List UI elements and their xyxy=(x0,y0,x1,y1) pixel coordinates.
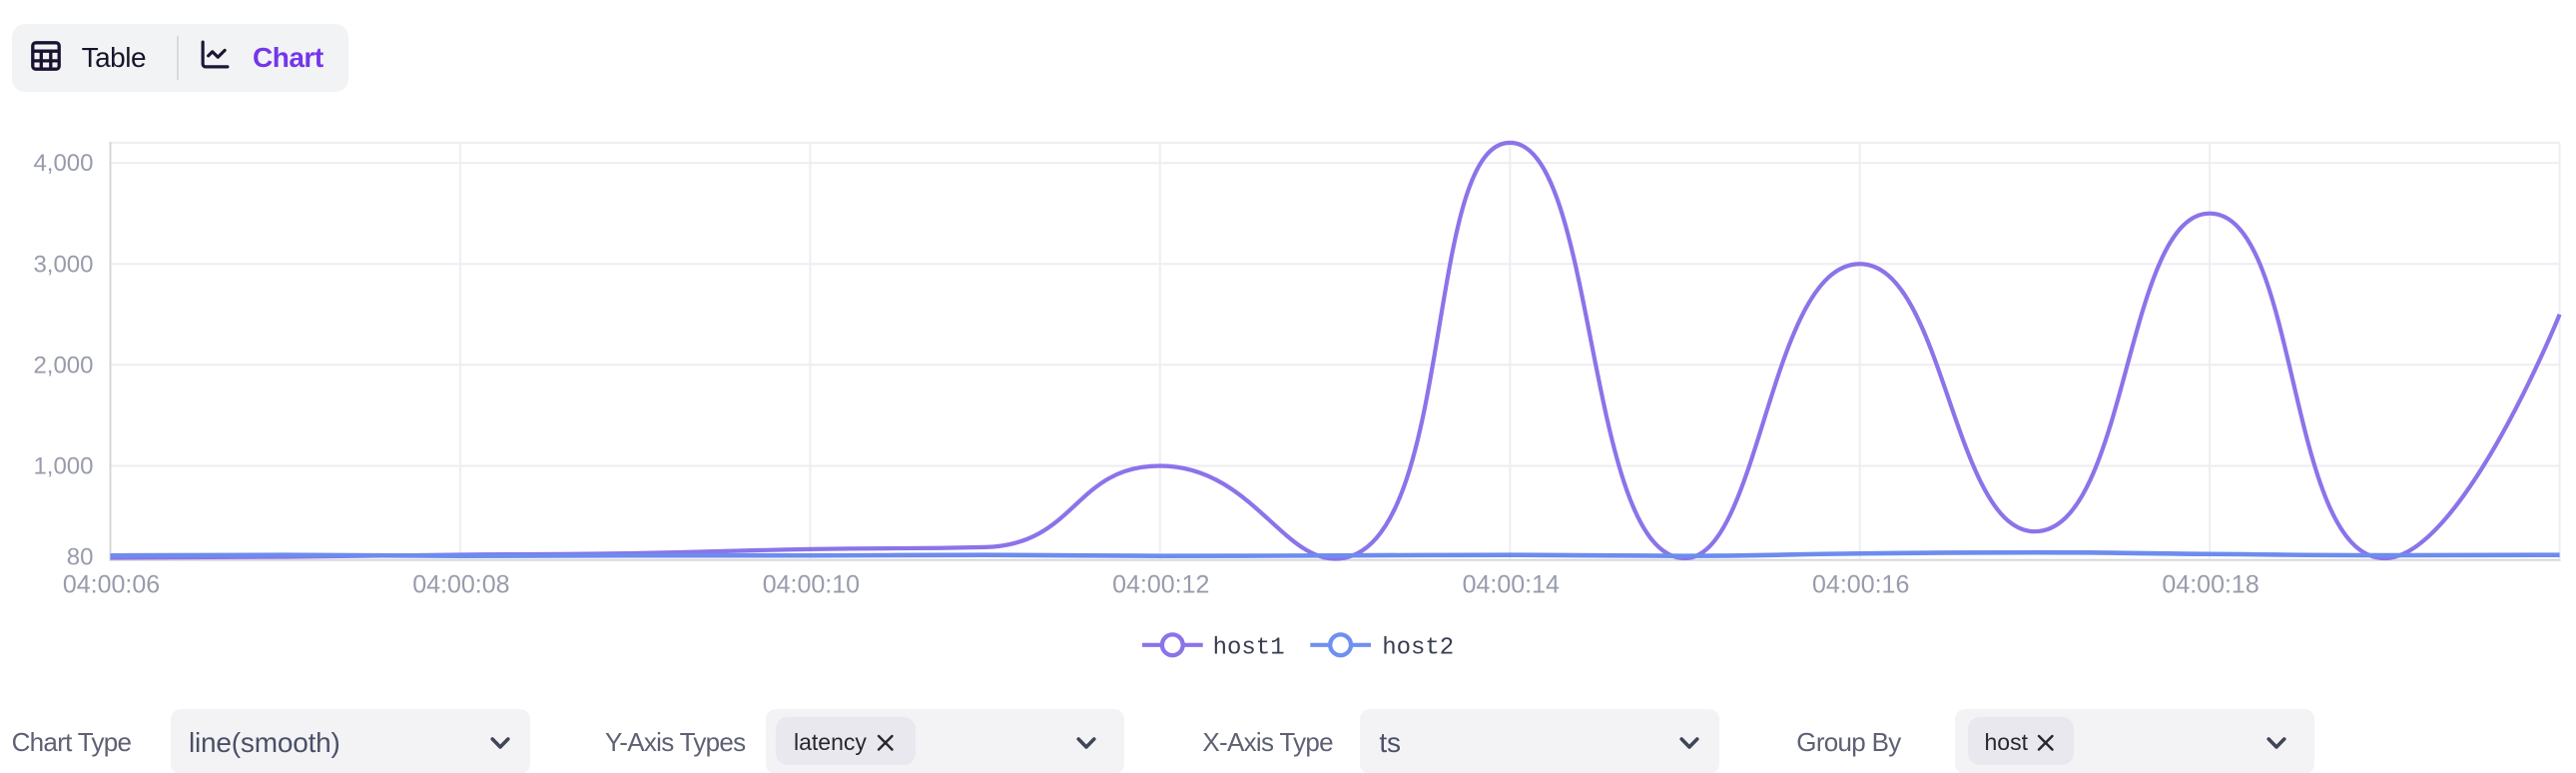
svg-text:04:00:08: 04:00:08 xyxy=(412,571,509,599)
svg-text:04:00:06: 04:00:06 xyxy=(63,571,160,599)
svg-text:host1: host1 xyxy=(1213,635,1285,662)
svg-text:04:00:16: 04:00:16 xyxy=(1812,571,1909,599)
svg-text:1,000: 1,000 xyxy=(33,453,93,480)
svg-text:04:00:12: 04:00:12 xyxy=(1112,571,1209,599)
svg-text:4,000: 4,000 xyxy=(33,150,93,177)
svg-text:04:00:14: 04:00:14 xyxy=(1463,571,1560,599)
svg-text:2,000: 2,000 xyxy=(33,352,93,379)
svg-text:80: 80 xyxy=(67,544,94,571)
svg-text:04:00:10: 04:00:10 xyxy=(763,571,860,599)
svg-text:3,000: 3,000 xyxy=(33,251,93,278)
svg-text:host2: host2 xyxy=(1382,635,1454,662)
svg-text:04:00:18: 04:00:18 xyxy=(2162,571,2258,599)
